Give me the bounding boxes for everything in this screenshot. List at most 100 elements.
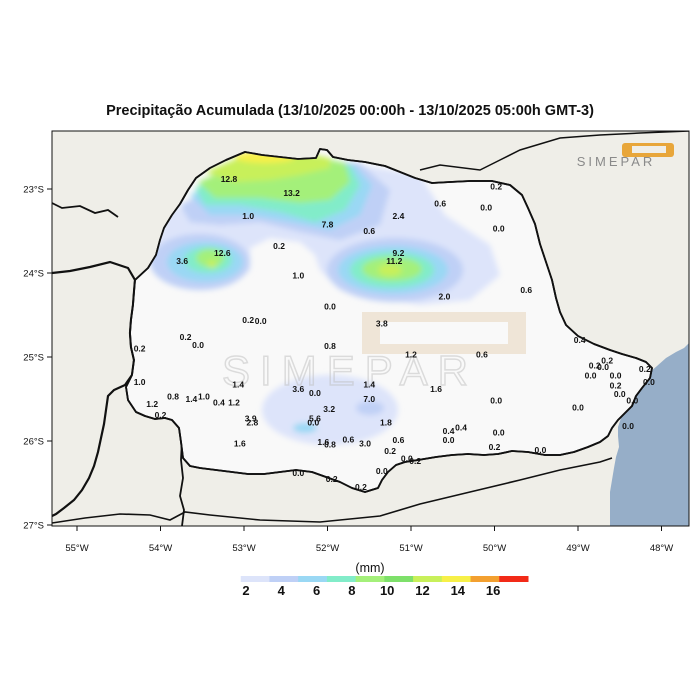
- precipitation-field: [150, 151, 500, 445]
- station-value: 0.0: [307, 418, 319, 428]
- station-value: 0.0: [192, 340, 204, 350]
- station-value: 0.0: [572, 402, 584, 412]
- station-value: 0.6: [342, 434, 354, 444]
- station-value: 0.6: [476, 349, 488, 359]
- station-value: 0.0: [292, 468, 304, 478]
- x-tick-label: 53°W: [232, 543, 255, 554]
- station-value: 0.2: [639, 364, 651, 374]
- colorbar-swatch: [441, 576, 472, 582]
- colorbar-swatch: [384, 576, 414, 582]
- station-value: 0.0: [622, 421, 634, 431]
- colorbar-swatch: [499, 576, 529, 582]
- station-value: 11.2: [386, 256, 402, 266]
- colorbar-label: 8: [348, 583, 355, 598]
- y-tick-label: 27°S: [23, 521, 44, 532]
- colorbar-swatch: [413, 576, 443, 582]
- station-value: 0.6: [520, 285, 532, 295]
- logo-text: SIMEPAR: [577, 154, 656, 169]
- y-axis: 23°S 24°S 25°S 26°S 27°S: [23, 185, 52, 532]
- station-value: 1.8: [380, 418, 392, 428]
- station-value: 0.2: [134, 344, 146, 354]
- station-value: 0.0: [401, 454, 413, 464]
- station-value: 12.6: [214, 248, 231, 258]
- station-value: 0.0: [614, 389, 626, 399]
- colorbar-swatch: [298, 576, 328, 582]
- station-value: 3.0: [359, 439, 371, 449]
- colorbar-label: 14: [451, 583, 466, 598]
- station-value: 0.2: [242, 315, 254, 325]
- station-value: 7.8: [322, 219, 334, 229]
- x-tick-label: 52°W: [316, 543, 339, 554]
- station-value: 0.2: [601, 355, 613, 365]
- station-value: 0.0: [643, 377, 655, 387]
- station-value: 0.8: [324, 341, 336, 351]
- colorbar-label: 10: [380, 583, 394, 598]
- colorbar: 2 4 6 8 10 12 14 16: [212, 576, 529, 598]
- station-value: 0.0: [443, 435, 455, 445]
- x-axis: 55°W 54°W 53°W 52°W 51°W 50°W 49°W 48°W: [65, 526, 673, 554]
- x-tick-label: 48°W: [650, 543, 673, 554]
- station-value: 0.0: [493, 223, 505, 233]
- station-value: 0.0: [324, 302, 336, 312]
- colorbar-label: 12: [415, 583, 429, 598]
- station-value: 3.9: [245, 413, 257, 423]
- state-border-sp: [419, 131, 689, 171]
- y-tick-label: 23°S: [23, 185, 44, 196]
- station-value: 3.6: [292, 384, 304, 394]
- station-value: 1.6: [234, 439, 246, 449]
- station-value: 0.0: [493, 428, 505, 438]
- station-value: 1.0: [292, 271, 304, 281]
- station-value: 0.0: [610, 370, 622, 380]
- y-tick-label: 25°S: [23, 353, 44, 364]
- colorbar-swatch: [212, 576, 242, 582]
- colorbar-swatch: [470, 576, 500, 582]
- station-value: 1.4: [185, 394, 197, 404]
- simepar-logo: SIMEPAR: [577, 143, 674, 169]
- x-tick-label: 51°W: [399, 543, 422, 554]
- station-value: 9.2: [393, 248, 405, 258]
- station-value: 0.2: [180, 332, 192, 342]
- x-tick-label: 54°W: [149, 543, 172, 554]
- colorbar-swatch: [355, 576, 385, 582]
- station-value: 0.0: [626, 396, 638, 406]
- country-border: [52, 260, 137, 517]
- map-title: Precipitação Acumulada (13/10/2025 00:00…: [106, 103, 594, 119]
- station-value: 0.4: [455, 423, 467, 433]
- station-value: 0.0: [480, 202, 492, 212]
- station-value: 0.2: [326, 474, 338, 484]
- colorbar-label: 16: [486, 583, 500, 598]
- colorbar-swatch: [240, 576, 270, 582]
- station-value: 0.4: [443, 426, 455, 436]
- station-value: 0.2: [355, 482, 367, 492]
- station-value: 1.0: [242, 211, 254, 221]
- station-value: 3.8: [376, 318, 388, 328]
- state-parana: [125, 148, 653, 493]
- station-value: 0.0: [597, 362, 609, 372]
- state-border-sc-south: [52, 457, 613, 524]
- y-tick-label: 24°S: [23, 269, 44, 280]
- station-value: 13.2: [283, 188, 300, 198]
- station-value: 2.8: [246, 418, 258, 428]
- station-value: 1.2: [405, 349, 417, 359]
- station-value: 0.2: [384, 446, 396, 456]
- x-tick-label: 55°W: [65, 543, 88, 554]
- station-value: 1.0: [134, 377, 146, 387]
- station-value: 1.2: [228, 397, 240, 407]
- station-value: 0.2: [610, 381, 622, 391]
- station-value: 0.0: [490, 396, 502, 406]
- station-value: 0.6: [363, 226, 375, 236]
- station-value: 0.2: [409, 456, 421, 466]
- station-value: 2.0: [438, 292, 450, 302]
- station-value: 0.4: [574, 335, 586, 345]
- colorbar-swatch: [269, 576, 299, 582]
- station-value: 0.0: [255, 316, 267, 326]
- station-value: 0.2: [490, 181, 502, 191]
- station-value: 5.6: [309, 413, 321, 423]
- station-value: 0.2: [489, 442, 501, 452]
- station-value: 12.8: [221, 174, 238, 184]
- station-value: 1.0: [198, 391, 210, 401]
- simepar-watermark: SIMEPAR: [221, 312, 526, 395]
- station-value: 1.4: [363, 380, 375, 390]
- x-tick-label: 49°W: [566, 543, 589, 554]
